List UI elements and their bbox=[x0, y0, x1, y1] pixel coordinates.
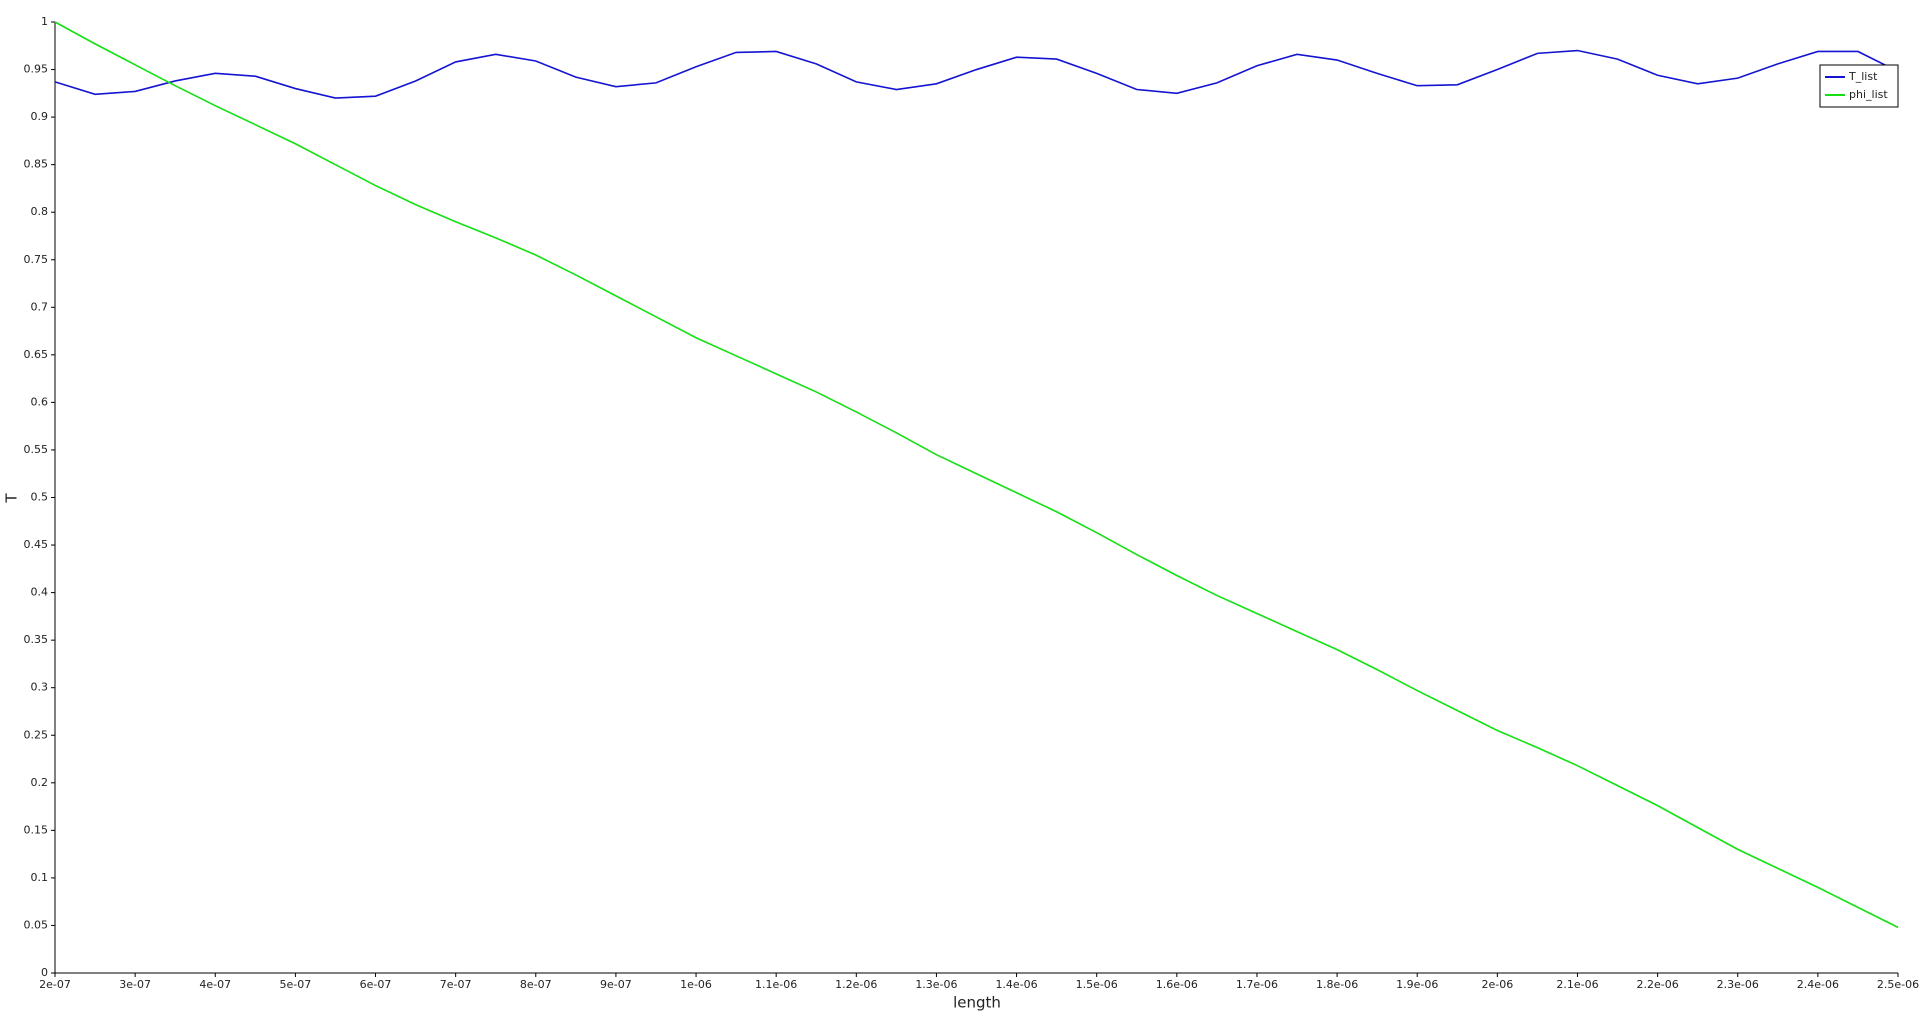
y-tick-label: 0.3 bbox=[31, 681, 49, 694]
x-tick-label: 1e-06 bbox=[680, 978, 712, 991]
legend-label: phi_list bbox=[1849, 88, 1888, 101]
y-tick-label: 0.2 bbox=[31, 776, 49, 789]
y-tick-label: 0.15 bbox=[24, 823, 49, 836]
y-tick-label: 1 bbox=[41, 15, 48, 28]
x-tick-label: 1.3e-06 bbox=[915, 978, 957, 991]
x-tick-label: 2.1e-06 bbox=[1556, 978, 1598, 991]
y-tick-label: 0.25 bbox=[24, 728, 49, 741]
x-tick-label: 1.5e-06 bbox=[1076, 978, 1118, 991]
y-tick-label: 0.75 bbox=[24, 253, 49, 266]
y-tick-label: 0.85 bbox=[24, 158, 49, 171]
x-tick-label: 7e-07 bbox=[440, 978, 472, 991]
y-tick-label: 0.7 bbox=[31, 300, 49, 313]
y-tick-label: 0.4 bbox=[31, 586, 49, 599]
x-tick-label: 9e-07 bbox=[600, 978, 632, 991]
x-tick-label: 1.1e-06 bbox=[755, 978, 797, 991]
x-axis-label: length bbox=[953, 994, 1001, 1012]
legend-box bbox=[1819, 64, 1899, 108]
x-tick-label: 5e-07 bbox=[280, 978, 312, 991]
legend: T_list phi_list bbox=[1819, 64, 1899, 108]
x-tick-label: 6e-07 bbox=[360, 978, 392, 991]
series-line bbox=[54, 49, 1899, 99]
y-tick-label: 0.9 bbox=[31, 110, 49, 123]
x-tick-label: 2.5e-06 bbox=[1877, 978, 1919, 991]
series-line bbox=[54, 21, 1899, 929]
x-tick-label: 1.2e-06 bbox=[835, 978, 877, 991]
x-tick-label: 8e-07 bbox=[520, 978, 552, 991]
y-tick-label: 0.05 bbox=[24, 918, 49, 931]
x-tick-label: 2e-07 bbox=[39, 978, 71, 991]
y-axis-label: T bbox=[3, 493, 21, 504]
x-tick-label: 4e-07 bbox=[199, 978, 231, 991]
legend-label: T_list bbox=[1848, 70, 1878, 83]
y-tick-label: 0.6 bbox=[31, 395, 49, 408]
x-tick-label: 1.6e-06 bbox=[1156, 978, 1198, 991]
y-tick-label: 0.95 bbox=[24, 63, 49, 76]
x-tick-label: 3e-07 bbox=[119, 978, 151, 991]
y-tick-label: 0.1 bbox=[31, 871, 49, 884]
y-tick-label: 0.45 bbox=[24, 538, 49, 551]
x-tick-label: 1.7e-06 bbox=[1236, 978, 1278, 991]
x-tick-label: 2.3e-06 bbox=[1717, 978, 1759, 991]
x-tick-label: 2e-06 bbox=[1481, 978, 1513, 991]
y-tick-label: 0 bbox=[41, 966, 48, 979]
y-tick-label: 0.5 bbox=[31, 491, 49, 504]
y-tick-label: 0.35 bbox=[24, 633, 49, 646]
x-tick-label: 2.2e-06 bbox=[1636, 978, 1678, 991]
x-tick-label: 1.8e-06 bbox=[1316, 978, 1358, 991]
x-tick-label: 1.4e-06 bbox=[995, 978, 1037, 991]
y-tick-label: 0.55 bbox=[24, 443, 49, 456]
x-tick-label: 1.9e-06 bbox=[1396, 978, 1438, 991]
x-tick-label: 2.4e-06 bbox=[1797, 978, 1839, 991]
y-tick-label: 0.65 bbox=[24, 348, 49, 361]
y-tick-label: 0.8 bbox=[31, 205, 49, 218]
